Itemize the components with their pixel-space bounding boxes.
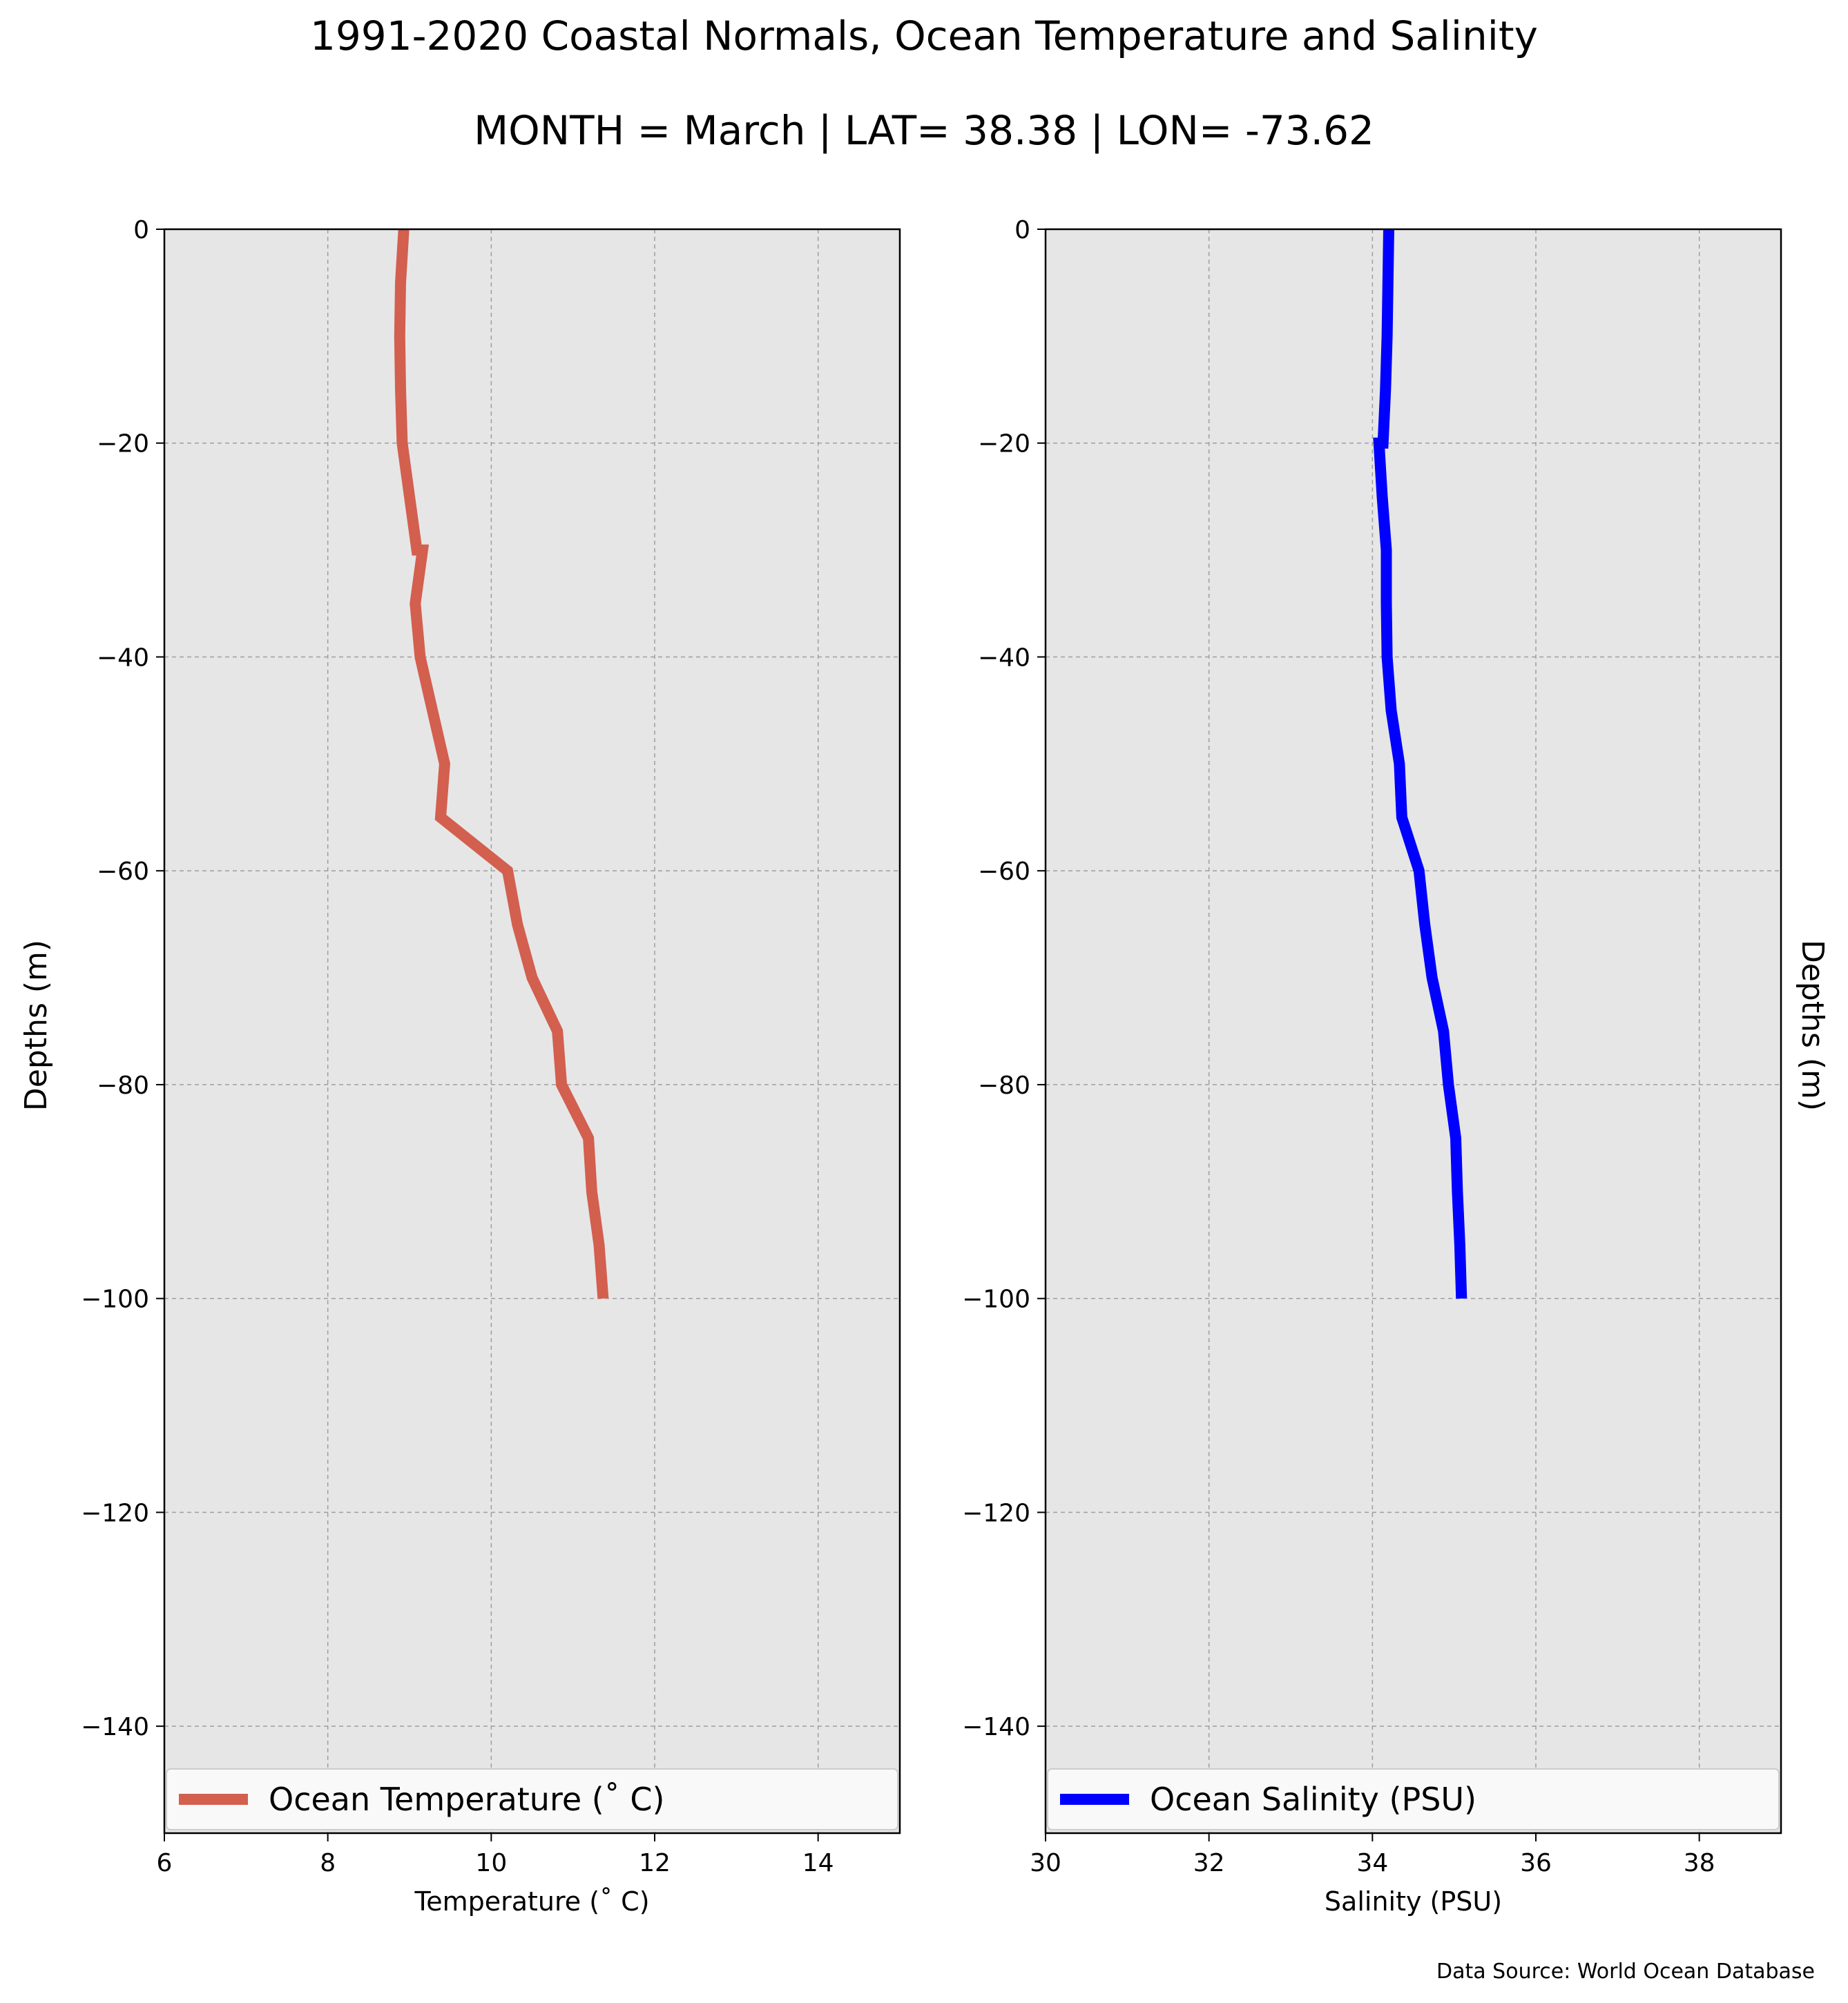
y-tick-label: −140 — [81, 1713, 149, 1741]
y-tick-label: −100 — [81, 1286, 149, 1314]
x-tick-label: 12 — [639, 1849, 671, 1877]
y-axis-label-right: Depths (m) — [1795, 940, 1830, 1111]
legend-label: Ocean Salinity (PSU) — [1150, 1781, 1476, 1818]
legend-label: Ocean Temperature (˚ C) — [269, 1781, 664, 1818]
temperature-panel: 6 8 10 12 14 0 −20 −40 −60 −80 −100 −120 −140 Tempera… — [81, 216, 901, 1917]
x-tick-label: 32 — [1193, 1849, 1225, 1877]
y-tick-label: 0 — [133, 216, 149, 244]
x-tick-label: 6 — [157, 1849, 173, 1877]
axes-frame — [1044, 228, 1782, 1835]
y-tick-label: −100 — [962, 1286, 1030, 1314]
legend-box — [166, 1768, 898, 1830]
salinity-panel: 30 32 34 36 38 0 −20 −40 −60 −80 −100 −120 −140 Salin… — [962, 216, 1782, 1917]
legend-box — [1047, 1768, 1780, 1830]
x-tick-label: 30 — [1030, 1849, 1061, 1877]
axes-frame — [163, 228, 901, 1835]
x-tick-label: 10 — [475, 1849, 507, 1877]
data-source-note: Data Source: World Ocean Database — [1436, 1960, 1815, 1984]
plot-background — [1046, 229, 1781, 1833]
plot-background — [164, 229, 900, 1833]
y-tick-label: −120 — [962, 1499, 1030, 1527]
x-tick-label: 8 — [320, 1849, 336, 1877]
series-line — [1373, 229, 1467, 1299]
x-tick-label: 36 — [1520, 1849, 1552, 1877]
chart-subtitle: MONTH = March | LAT= 38.38 | LON= -73.62 — [474, 107, 1374, 154]
y-tick-label: −40 — [978, 644, 1030, 672]
x-axis-label: Salinity (PSU) — [1325, 1886, 1502, 1917]
y-tick-label: −120 — [81, 1499, 149, 1527]
series-line — [394, 229, 609, 1299]
x-tick-label: 14 — [802, 1849, 834, 1877]
y-tick-label: −20 — [978, 430, 1030, 458]
y-tick-label: −40 — [97, 644, 149, 672]
y-tick-label: 0 — [1014, 216, 1030, 244]
y-tick-label: −140 — [962, 1713, 1030, 1741]
chart-title: 1991-2020 Coastal Normals, Ocean Tempera… — [310, 12, 1538, 59]
y-axis-label-left: Depths (m) — [19, 940, 54, 1111]
y-tick-label: −80 — [97, 1072, 149, 1100]
x-axis-label: Temperature (˚ C) — [414, 1886, 649, 1917]
y-tick-label: −60 — [97, 858, 149, 886]
y-tick-label: −20 — [97, 430, 149, 458]
x-tick-label: 34 — [1356, 1849, 1388, 1877]
x-tick-label: 38 — [1684, 1849, 1715, 1877]
y-tick-label: −60 — [978, 858, 1030, 886]
y-tick-label: −80 — [978, 1072, 1030, 1100]
